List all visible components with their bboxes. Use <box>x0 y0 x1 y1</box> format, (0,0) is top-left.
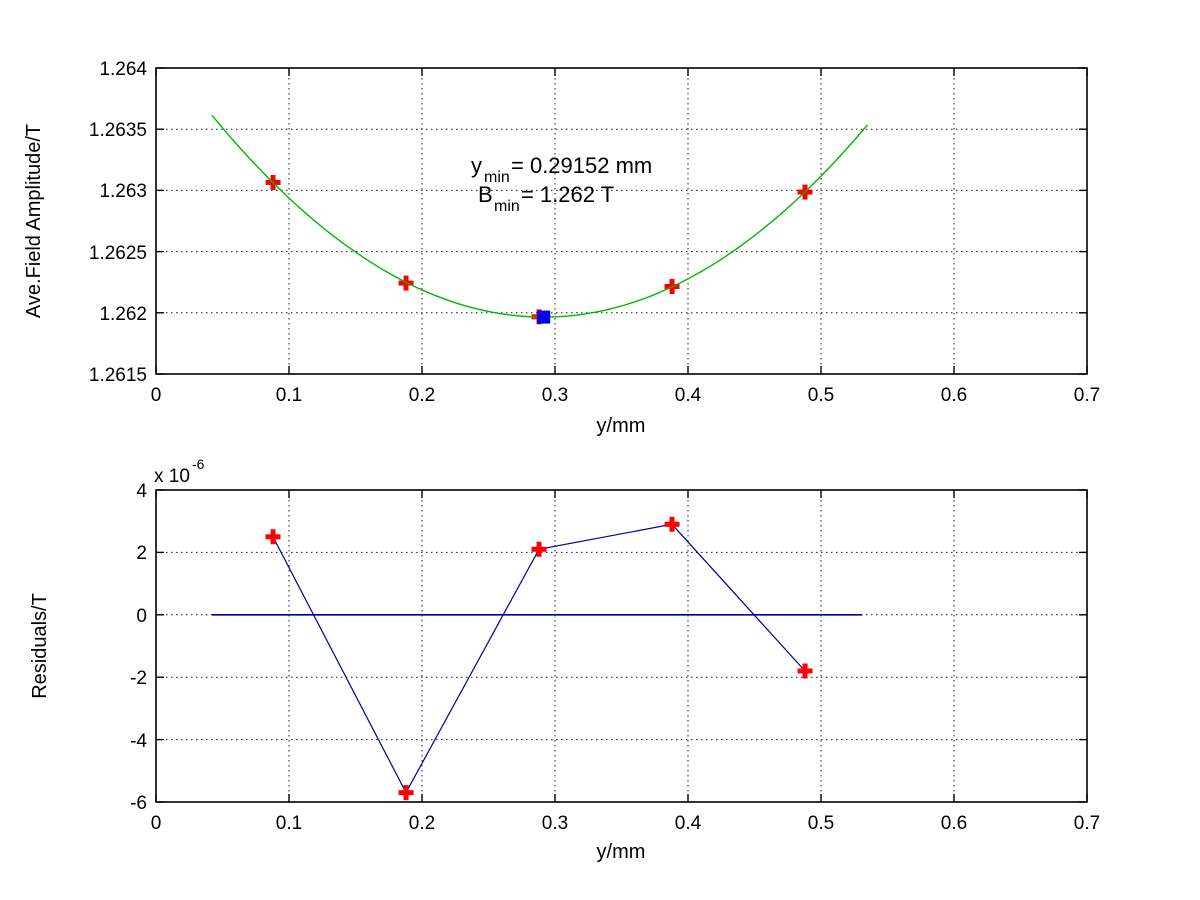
bottom-ytick-label: -2 <box>130 668 147 689</box>
min-point-marker <box>537 310 551 324</box>
top-xtick-label: 0 <box>151 385 162 406</box>
top-ytick-label: 1.2615 <box>89 365 147 386</box>
bottom-xtick-label: 0.7 <box>1074 813 1100 834</box>
top-xtick-label: 0.7 <box>1074 385 1100 406</box>
fit-curve <box>211 114 869 318</box>
axis-frame <box>155 489 1088 803</box>
bottom-ytick-label: 0 <box>136 606 147 627</box>
annotation-ymin-base: y <box>471 153 482 178</box>
bottom-xtick-label: 0.4 <box>675 813 702 834</box>
bottom-xtick-label: 0.6 <box>941 813 967 834</box>
residual-line <box>272 523 806 794</box>
bottom-ytick-label: 4 <box>136 481 147 502</box>
bottom-ytick-label: 2 <box>136 543 147 564</box>
bottom-xtick-label: 0.5 <box>808 813 834 834</box>
top-ytick-label: 1.263 <box>99 181 147 202</box>
top-ytick-label: 1.264 <box>99 59 147 80</box>
bottom-xtick-label: 0.1 <box>276 813 302 834</box>
top-xaxis-label: y/mm <box>597 415 646 437</box>
bottom-yaxis-label: Residuals/T <box>29 593 51 699</box>
bottom-xtick-label: 0 <box>151 813 162 834</box>
bottom-plot <box>155 489 1088 803</box>
bottom-xaxis-label: y/mm <box>597 841 646 863</box>
bottom-xtick-label: 0.3 <box>542 813 568 834</box>
annotation-bmin-value: = 1.262 T <box>521 182 614 207</box>
annotation-bmin-base: B <box>478 182 493 207</box>
top-xtick-label: 0.4 <box>675 385 702 406</box>
annotation-bmin-sub: min <box>494 198 520 215</box>
top-ytick-label: 1.2635 <box>89 120 147 141</box>
axis-frame <box>155 67 1088 375</box>
annotation-ymin-value: = 0.29152 mm <box>511 153 652 178</box>
top-xtick-label: 0.1 <box>276 385 302 406</box>
top-plot <box>155 67 1088 375</box>
exponent-label: x 10 <box>154 466 190 487</box>
top-xtick-label: 0.3 <box>542 385 568 406</box>
top-yaxis-label: Ave.Field Amplitude/T <box>23 124 45 318</box>
top-xtick-label: 0.2 <box>409 385 435 406</box>
top-ytick-label: 1.2625 <box>89 243 147 264</box>
top-ytick-label: 1.262 <box>99 304 147 325</box>
bottom-ytick-label: -6 <box>130 793 147 814</box>
annotation-ymin-sub: min <box>484 169 510 186</box>
top-xtick-label: 0.6 <box>941 385 967 406</box>
top-xtick-label: 0.5 <box>808 385 834 406</box>
text-layer: 1.2615 1.262 1.2625 1.263 1.2635 1.264 0… <box>23 59 1100 863</box>
bottom-ytick-label: -4 <box>130 731 147 752</box>
exponent-superscript: -6 <box>192 456 205 472</box>
bottom-xtick-label: 0.2 <box>409 813 435 834</box>
